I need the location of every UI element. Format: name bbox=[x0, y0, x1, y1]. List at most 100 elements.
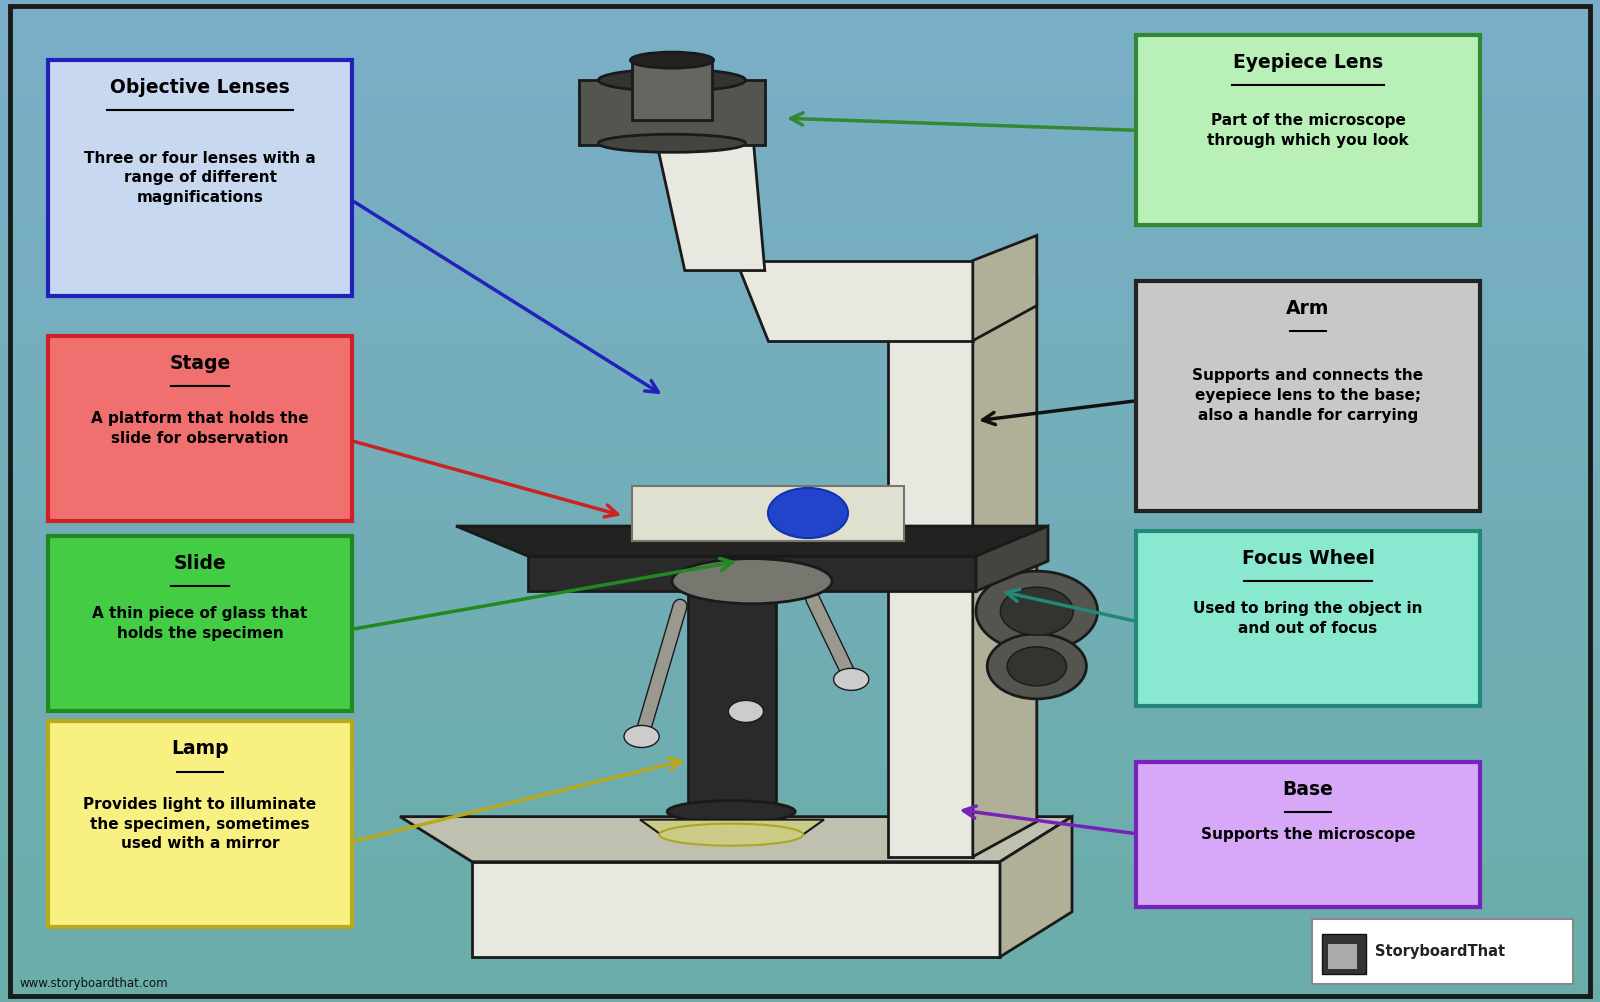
Text: A thin piece of glass that
holds the specimen: A thin piece of glass that holds the spe… bbox=[93, 606, 307, 641]
Bar bbox=[0, 919, 1600, 922]
Bar bbox=[0, 414, 1600, 418]
Bar bbox=[0, 802, 1600, 805]
Bar bbox=[0, 150, 1600, 153]
Bar bbox=[0, 157, 1600, 160]
Ellipse shape bbox=[630, 52, 714, 68]
Bar bbox=[0, 504, 1600, 508]
Bar bbox=[0, 288, 1600, 291]
Bar bbox=[0, 3, 1600, 7]
Bar bbox=[0, 398, 1600, 401]
Polygon shape bbox=[1000, 817, 1072, 957]
Bar bbox=[0, 153, 1600, 157]
Bar bbox=[0, 27, 1600, 30]
Bar bbox=[0, 474, 1600, 478]
Bar bbox=[0, 17, 1600, 20]
Bar bbox=[0, 284, 1600, 288]
Bar bbox=[0, 945, 1600, 949]
Bar bbox=[0, 544, 1600, 548]
Bar bbox=[0, 671, 1600, 674]
Bar bbox=[0, 143, 1600, 147]
Bar bbox=[0, 57, 1600, 60]
Bar bbox=[0, 424, 1600, 428]
Bar bbox=[0, 955, 1600, 959]
Bar bbox=[0, 869, 1600, 872]
Bar bbox=[0, 351, 1600, 354]
Bar bbox=[0, 411, 1600, 414]
Bar bbox=[0, 401, 1600, 404]
Bar bbox=[0, 371, 1600, 374]
Bar bbox=[0, 63, 1600, 67]
Bar bbox=[0, 207, 1600, 210]
Bar bbox=[0, 852, 1600, 855]
Bar bbox=[0, 902, 1600, 905]
Bar bbox=[0, 564, 1600, 568]
Bar bbox=[0, 344, 1600, 348]
Bar bbox=[0, 518, 1600, 521]
Bar bbox=[0, 899, 1600, 902]
Polygon shape bbox=[653, 125, 765, 271]
Text: Stage: Stage bbox=[170, 354, 230, 373]
Bar bbox=[0, 608, 1600, 611]
Polygon shape bbox=[632, 60, 712, 120]
Bar bbox=[0, 909, 1600, 912]
Bar bbox=[0, 949, 1600, 952]
Bar bbox=[0, 514, 1600, 518]
Bar bbox=[0, 213, 1600, 217]
Bar bbox=[0, 388, 1600, 391]
Bar bbox=[0, 862, 1600, 865]
Bar bbox=[0, 384, 1600, 388]
Bar bbox=[0, 879, 1600, 882]
Polygon shape bbox=[456, 526, 1048, 556]
Bar bbox=[0, 254, 1600, 258]
Ellipse shape bbox=[659, 824, 803, 846]
Bar bbox=[0, 664, 1600, 668]
Bar bbox=[0, 298, 1600, 301]
Bar bbox=[0, 23, 1600, 27]
Polygon shape bbox=[579, 80, 765, 145]
Bar bbox=[0, 464, 1600, 468]
Bar bbox=[0, 979, 1600, 982]
Bar bbox=[0, 378, 1600, 381]
Bar bbox=[0, 80, 1600, 83]
Bar bbox=[0, 621, 1600, 624]
Bar bbox=[0, 291, 1600, 294]
Bar bbox=[0, 568, 1600, 571]
Bar bbox=[0, 578, 1600, 581]
Bar bbox=[0, 604, 1600, 608]
Bar bbox=[0, 541, 1600, 544]
Bar bbox=[0, 584, 1600, 588]
Bar bbox=[0, 929, 1600, 932]
Text: Objective Lenses: Objective Lenses bbox=[110, 78, 290, 97]
Bar bbox=[0, 491, 1600, 494]
Text: Provides light to illuminate
the specimen, sometimes
used with a mirror: Provides light to illuminate the specime… bbox=[83, 797, 317, 852]
Bar bbox=[0, 618, 1600, 621]
Bar bbox=[0, 193, 1600, 197]
Text: Arm: Arm bbox=[1286, 299, 1330, 318]
Bar bbox=[0, 90, 1600, 93]
Bar bbox=[1322, 934, 1366, 974]
Bar bbox=[0, 368, 1600, 371]
Bar bbox=[0, 498, 1600, 501]
Bar bbox=[0, 511, 1600, 514]
Text: www.storyboardthat.com: www.storyboardthat.com bbox=[19, 977, 168, 990]
Bar bbox=[0, 271, 1600, 274]
Bar bbox=[0, 845, 1600, 849]
Bar bbox=[0, 240, 1600, 243]
Bar bbox=[0, 999, 1600, 1002]
Bar bbox=[0, 258, 1600, 261]
Bar bbox=[0, 681, 1600, 684]
Bar bbox=[0, 775, 1600, 779]
Bar bbox=[0, 614, 1600, 618]
Bar bbox=[0, 601, 1600, 604]
Bar bbox=[1328, 944, 1357, 969]
Bar bbox=[0, 274, 1600, 278]
Bar bbox=[0, 995, 1600, 999]
Bar bbox=[0, 799, 1600, 802]
Bar bbox=[0, 93, 1600, 97]
Bar bbox=[0, 785, 1600, 789]
Bar bbox=[0, 318, 1600, 321]
Bar bbox=[0, 772, 1600, 775]
Bar bbox=[0, 10, 1600, 13]
Bar bbox=[0, 311, 1600, 314]
Bar bbox=[0, 741, 1600, 744]
